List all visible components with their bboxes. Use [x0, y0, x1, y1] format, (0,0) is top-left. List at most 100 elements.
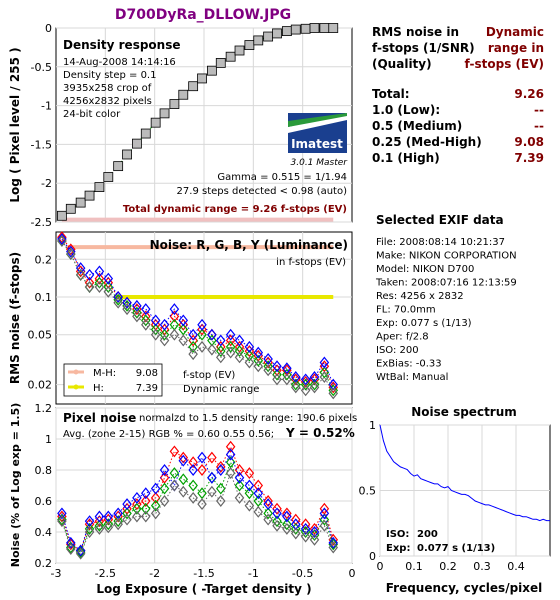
noise-point-g: [234, 345, 245, 358]
spectrum-xlabel: Frequency, cycles/pixel: [386, 581, 543, 595]
pixel-noise-avg: Avg. (zone 2-15) RGB % = 0.60 0.55 0.56;: [63, 429, 274, 440]
pixel-noise-point-y: [197, 498, 207, 511]
summary-header-right-1: Dynamic: [486, 25, 544, 39]
pixel-noise-point-r: [188, 456, 198, 469]
pixel-noise-point-g: [75, 546, 86, 559]
legend-right-line: Dynamic range: [183, 384, 259, 395]
noise-point-y: [103, 285, 114, 298]
pixel-noise-point-g: [66, 541, 76, 554]
summary-row-value: 9.26: [514, 87, 544, 101]
noise-point-b: [207, 328, 217, 341]
pixel-noise-point-y: [244, 499, 255, 512]
summary-row-value: --: [534, 119, 544, 133]
noise-point-b: [319, 356, 330, 369]
noise-point-y: [244, 356, 255, 369]
pixel-noise-point-y: [178, 485, 189, 498]
spectrum-xtick: 0.2: [439, 560, 457, 573]
density-point: [215, 58, 226, 68]
density-point: [169, 99, 180, 109]
noise-point-b: [253, 346, 264, 359]
pixel-noise-point-b: [197, 451, 207, 464]
noise-series-b-line: [61, 238, 334, 385]
noise-point-r: [188, 334, 198, 347]
pixel-noise-point-y: [263, 513, 273, 526]
spectrum-ytick: 1: [369, 419, 376, 432]
pixel-noise-point-r: [132, 498, 142, 511]
noise-point-g: [253, 354, 264, 367]
exif-line: Taken: 2008:07:16 12:13:59: [375, 278, 517, 289]
pixel-noise-point-y: [75, 547, 86, 560]
pixel-noise-point-g: [94, 519, 105, 532]
density-point: [272, 28, 282, 39]
pixel-noise-series-b-line: [61, 453, 334, 552]
noise-ytick: 0.2: [35, 253, 53, 266]
summary-header-left-3: (Quality): [372, 57, 432, 71]
noise-point-y: [141, 318, 151, 331]
noise-point-b: [57, 233, 67, 245]
noise-point-b: [150, 314, 161, 327]
summary-row-label: 1.0 (Low):: [372, 103, 440, 117]
pixel-noise-point-b: [150, 482, 161, 495]
noise-fstops-subtitle: in f-stops (EV): [276, 257, 346, 268]
density-ytick: -2.5: [31, 216, 52, 229]
imatest-logo-text: Imatest: [291, 137, 343, 151]
noise-point-g: [216, 345, 226, 358]
pixel-noise-point-b: [234, 471, 245, 484]
steps-text: 27.9 steps detected < 0.98 (auto): [177, 186, 348, 197]
pixel-noise-ylabel: Noise (% of Log exp = 1.5): [9, 403, 22, 568]
plot-layer: 0 -0.5 -1 -1.5 -2 -2.5 0.2 0.1 0.05 0.02 1.2 1 0.8 0.…: [28, 22, 550, 580]
pixel-noise-point-r: [272, 502, 282, 515]
pixel-noise-ytick: 0.8: [35, 464, 53, 477]
pixel-noise-xtick: -3: [51, 567, 62, 580]
noise-point-b: [169, 303, 180, 316]
noise-series-y-line: [61, 240, 334, 394]
density-point: [206, 65, 217, 76]
noise-point-y: [263, 364, 273, 377]
pixel-noise-point-b: [141, 487, 151, 500]
density-point: [263, 31, 274, 42]
pixel-noise-point-y: [103, 521, 114, 534]
pixel-noise-point-y: [66, 543, 76, 556]
pixel-noise-point-g: [57, 513, 67, 526]
noise-point-b: [234, 334, 245, 347]
pixel-noise-point-r: [141, 495, 151, 507]
density-info-line: Density step = 0.1: [63, 70, 156, 81]
density-point: [309, 23, 320, 33]
pixel-noise-point-b: [319, 507, 330, 520]
density-point: [225, 51, 236, 62]
spectrum-exp-label: Exp:: [386, 543, 410, 554]
pixel-noise-point-g: [178, 473, 189, 486]
pixel-noise-point-y: [234, 491, 245, 504]
pixel-noise-point-b: [75, 544, 86, 557]
exif-line: Exp: 0.077 s (1/13): [376, 318, 472, 329]
density-info-line: 3935x258 crop of: [63, 83, 152, 94]
pixel-noise-xtick: 0: [349, 567, 356, 580]
pixel-noise-point-g: [150, 499, 161, 512]
noise-point-b: [328, 378, 339, 391]
pixel-noise-ytick: 0.4: [35, 526, 53, 539]
summary-header-right-3: f-stops (EV): [465, 57, 544, 71]
pixel-noise-point-b: [94, 510, 105, 523]
pixel-noise-point-r: [282, 507, 292, 520]
noise-point-r: [178, 318, 189, 331]
pixel-noise-point-y: [141, 510, 151, 523]
pixel-noise-point-b: [225, 448, 236, 461]
pixel-noise-point-b: [309, 526, 320, 538]
spectrum-line: [379, 424, 550, 522]
exif-line: ExBias: -0.33: [376, 359, 442, 370]
pixel-noise-point-g: [113, 515, 123, 528]
legend-h-label: H:: [93, 383, 104, 394]
pixel-noise-series-g-line: [61, 460, 334, 553]
pixel-noise-point-y: [319, 519, 330, 532]
density-point: [300, 23, 311, 34]
noise-point-g: [132, 306, 142, 319]
pixel-noise-point-b: [282, 510, 292, 523]
pixel-noise-ytick: 1: [45, 433, 52, 446]
noise-point-g: [94, 276, 105, 289]
pixel-noise-point-r: [234, 464, 245, 476]
noise-ytick: 0.1: [35, 291, 53, 304]
pixel-noise-point-b: [57, 507, 67, 520]
density-ylabel: Log ( Pixel level / 255 ): [8, 47, 22, 202]
pixel-noise-point-b: [207, 471, 217, 484]
